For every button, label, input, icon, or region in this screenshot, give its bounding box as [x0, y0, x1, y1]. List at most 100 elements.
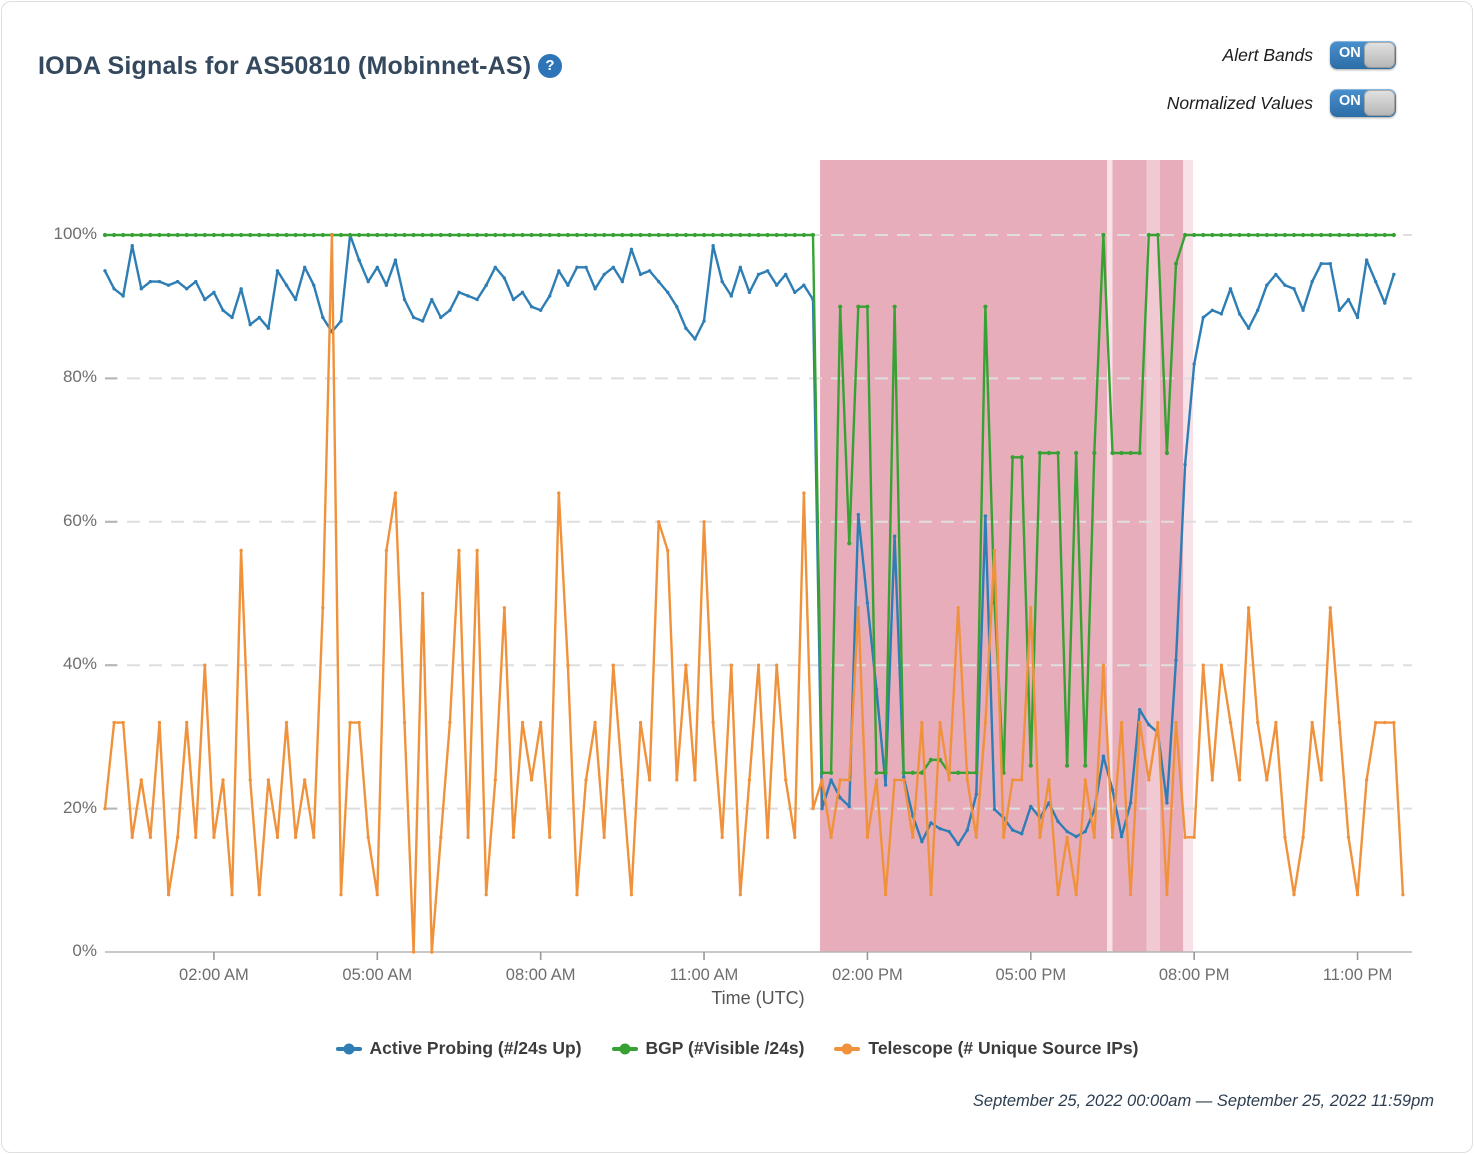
data-point	[1373, 232, 1378, 238]
help-icon[interactable]: ?	[538, 54, 562, 78]
data-point	[312, 835, 316, 839]
data-point	[1037, 450, 1042, 456]
data-point	[847, 804, 851, 809]
data-point	[1010, 828, 1015, 832]
data-point	[656, 520, 661, 524]
data-point	[339, 319, 343, 323]
data-point	[938, 826, 942, 831]
data-point	[157, 279, 162, 284]
data-point	[1265, 283, 1269, 287]
data-point	[738, 232, 743, 238]
data-point	[266, 232, 271, 238]
data-point	[1383, 301, 1387, 305]
data-point	[992, 807, 997, 812]
data-point	[1265, 778, 1269, 782]
data-point	[1346, 297, 1351, 302]
data-point	[1210, 778, 1215, 782]
data-point	[847, 541, 852, 546]
data-point	[1183, 462, 1187, 467]
data-point	[1364, 232, 1369, 238]
data-point	[212, 290, 216, 295]
y-axis-tick-label: 20%	[62, 797, 97, 817]
data-point	[910, 770, 915, 775]
data-point	[293, 232, 298, 238]
data-point	[384, 548, 389, 553]
legend-item-bgp[interactable]: BGP (#Visible /24s)	[611, 1038, 804, 1059]
data-point	[457, 290, 461, 295]
data-point	[1237, 778, 1242, 782]
data-point	[429, 232, 434, 238]
data-point	[284, 232, 289, 238]
data-point	[702, 319, 706, 323]
normalized-values-switch-knob[interactable]	[1364, 90, 1395, 116]
data-point	[366, 279, 370, 284]
y-axis-tick-label: 0%	[72, 941, 97, 960]
data-point	[448, 308, 452, 312]
data-point	[1192, 362, 1196, 366]
alert-bands-toggle-row: Alert Bands ON	[1223, 40, 1396, 70]
data-point	[883, 892, 888, 897]
data-point	[819, 770, 825, 775]
data-point	[529, 232, 534, 238]
data-point	[1173, 261, 1179, 266]
data-point	[1138, 720, 1142, 725]
data-point	[666, 290, 670, 295]
legend-item-active-probing[interactable]: Active Probing (#/24s Up)	[335, 1038, 582, 1059]
data-point	[1319, 261, 1323, 266]
y-axis-tick-label: 80%	[62, 367, 97, 387]
data-point	[965, 778, 969, 782]
data-point	[203, 297, 207, 302]
data-point	[656, 279, 661, 284]
data-point	[856, 304, 861, 309]
page-title: IODA Signals for AS50810 (Mobinnet-AS)	[38, 52, 532, 80]
data-point	[1028, 763, 1033, 768]
data-point	[1128, 892, 1133, 897]
alert-band	[1183, 160, 1194, 952]
data-point	[629, 232, 634, 238]
alert-bands-switch[interactable]: ON	[1330, 41, 1396, 69]
data-point	[1101, 232, 1106, 238]
data-point	[1228, 287, 1233, 291]
data-point	[511, 232, 516, 238]
data-point	[1192, 232, 1197, 238]
data-point	[103, 269, 107, 273]
data-point	[956, 606, 960, 610]
data-point	[838, 796, 842, 800]
data-point	[493, 265, 497, 269]
active-probing-marker-icon	[335, 1043, 362, 1054]
data-point	[965, 828, 969, 832]
data-point	[729, 663, 733, 667]
data-point	[774, 663, 779, 667]
data-point	[738, 892, 743, 897]
data-point	[983, 304, 988, 309]
data-point	[1020, 831, 1024, 836]
data-point	[765, 232, 770, 238]
data-point	[920, 839, 924, 844]
data-point	[1256, 720, 1260, 725]
data-point	[902, 778, 906, 782]
series-line-active_probing	[103, 233, 1395, 846]
data-point	[420, 591, 425, 596]
data-point	[820, 806, 824, 811]
data-point	[529, 305, 534, 309]
normalized-values-switch[interactable]: ON	[1330, 89, 1396, 117]
data-point	[357, 232, 362, 238]
data-point	[611, 232, 616, 238]
data-point	[475, 548, 479, 553]
data-point	[683, 232, 688, 238]
data-point	[375, 232, 380, 238]
data-point	[1237, 232, 1242, 238]
data-point	[202, 232, 207, 238]
data-point	[320, 232, 325, 238]
alert-bands-switch-state: ON	[1339, 45, 1361, 61]
alert-bands-switch-knob[interactable]	[1364, 42, 1395, 68]
data-point	[620, 279, 625, 284]
data-point	[1128, 801, 1133, 805]
data-point	[248, 778, 252, 782]
data-point	[620, 778, 625, 782]
data-point	[1056, 819, 1060, 824]
data-point	[874, 778, 879, 782]
data-point	[1274, 272, 1278, 277]
data-point	[1283, 283, 1287, 287]
legend-item-telescope[interactable]: Telescope (# Unique Source IPs)	[834, 1038, 1138, 1059]
